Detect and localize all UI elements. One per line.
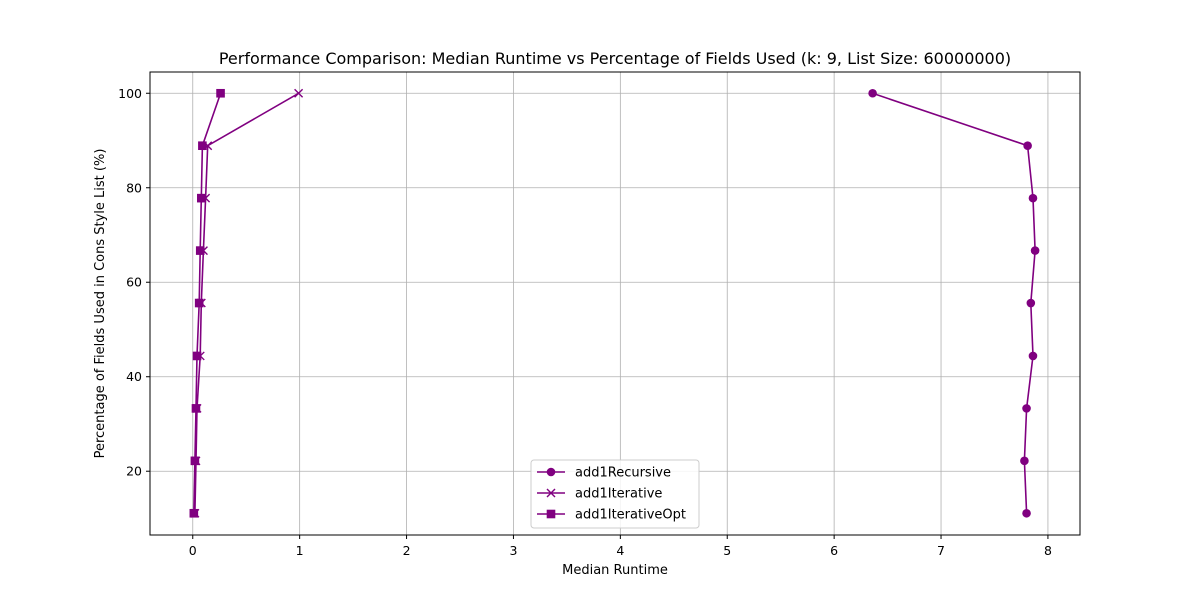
x-tick-label: 1 xyxy=(296,543,304,558)
data-point-add1iterative xyxy=(294,88,304,98)
data-point-add1recursive xyxy=(868,88,877,98)
data-point-add1iterativeopt xyxy=(191,404,201,413)
x-marker-stroke xyxy=(546,488,556,498)
legend-entry-add1iterativeopt: add1IterativeOpt xyxy=(537,508,686,523)
legend-label: add1IterativeOpt xyxy=(575,508,686,523)
data-point-add1iterativeopt xyxy=(197,193,206,203)
x-tick-label: 7 xyxy=(937,543,945,558)
data-point-add1recursive xyxy=(1028,351,1038,361)
series-add1recursive xyxy=(868,88,1040,518)
y-tick-label: 80 xyxy=(126,180,142,195)
legend-label: add1Iterative xyxy=(575,487,662,502)
data-point-add1iterativeopt xyxy=(192,351,202,361)
legend-label: add1Recursive xyxy=(575,466,671,481)
chart-title: Performance Comparison: Median Runtime v… xyxy=(219,49,1011,68)
grid xyxy=(150,72,1080,535)
legend-marker xyxy=(546,488,556,498)
x-tick-label: 4 xyxy=(616,543,624,558)
y-tick-label: 20 xyxy=(126,464,142,479)
legend-marker xyxy=(546,467,556,477)
x-tick-label: 2 xyxy=(403,543,411,558)
data-point-add1recursive xyxy=(1022,508,1031,518)
legend-entry-add1iterative: add1Iterative xyxy=(537,487,662,502)
data-point-add1iterativeopt xyxy=(189,508,199,518)
data-point-add1recursive xyxy=(1028,193,1038,203)
data-point-add1recursive xyxy=(1030,246,1040,255)
x-tick-label: 8 xyxy=(1044,543,1052,558)
x-axis-ticks: 0 1 2 3 4 5 6 7 8 xyxy=(189,535,1052,558)
y-tick-label: 40 xyxy=(126,369,142,384)
plot-area xyxy=(149,71,1081,536)
x-marker-stroke xyxy=(294,88,304,98)
y-tick-label: 60 xyxy=(126,275,142,290)
legend-entry-add1recursive: add1Recursive xyxy=(537,466,671,481)
series-line-add1iterative xyxy=(194,92,299,514)
series-add1iterativeopt xyxy=(189,88,225,518)
series-add1iterative xyxy=(190,88,304,518)
data-point-add1iterativeopt xyxy=(216,88,225,98)
legend-marker xyxy=(546,509,556,519)
data-point-add1recursive xyxy=(1026,298,1036,308)
data-point-add1recursive xyxy=(1023,141,1032,151)
x-tick-label: 6 xyxy=(830,543,838,558)
legend: add1Recursive add1Iterative add1IterativeO… xyxy=(530,459,700,529)
data-point-add1iterativeopt xyxy=(195,246,205,255)
y-axis-label: Percentage of Fields Used in Cons Style … xyxy=(93,149,108,459)
y-tick-label: 100 xyxy=(118,86,142,101)
x-tick-label: 0 xyxy=(189,543,197,558)
x-tick-label: 3 xyxy=(509,543,517,558)
legend-box xyxy=(530,459,700,529)
series-line-add1recursive xyxy=(872,92,1036,514)
data-point-add1iterativeopt xyxy=(194,298,204,308)
x-axis-label: Median Runtime xyxy=(562,563,668,578)
data-point-add1recursive xyxy=(1020,456,1029,466)
data-point-add1iterativeopt xyxy=(190,456,200,466)
series-layer xyxy=(189,88,1040,518)
data-point-add1recursive xyxy=(1022,404,1031,413)
data-point-add1iterativeopt xyxy=(198,141,207,151)
y-axis-ticks: 20 40 60 80 100 xyxy=(118,86,150,479)
x-tick-label: 5 xyxy=(723,543,731,558)
